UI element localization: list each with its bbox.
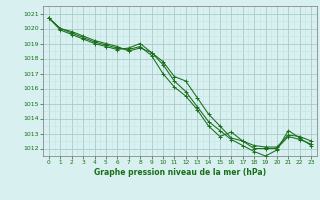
X-axis label: Graphe pression niveau de la mer (hPa): Graphe pression niveau de la mer (hPa)	[94, 168, 266, 177]
